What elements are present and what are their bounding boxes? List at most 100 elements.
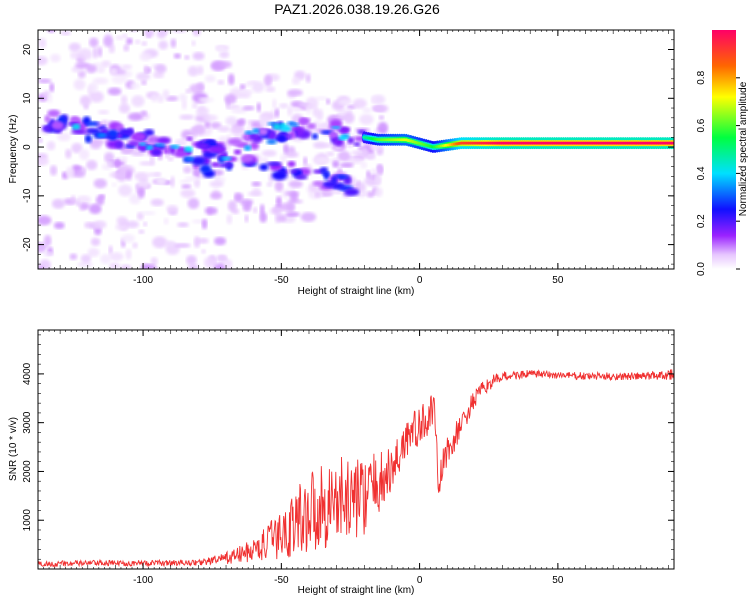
spectrogram-speckle [366, 170, 371, 179]
spectrogram-blob [127, 140, 141, 146]
spectrogram-speckle [139, 178, 148, 183]
spectrogram-speckle [204, 120, 211, 129]
spectrogram-speckle [115, 223, 129, 231]
spectrogram-hot-spot [154, 143, 166, 147]
spectrogram-speckle [266, 182, 273, 187]
snr-x-tick-label: 0 [417, 575, 423, 586]
colorbar-tick-label: 0.0 [696, 262, 707, 276]
spectrogram-speckle [314, 191, 321, 198]
spectrogram-y-tick-label: 0 [22, 144, 33, 150]
spectrogram-speckle [118, 184, 133, 197]
spectrogram-speckle [120, 148, 132, 155]
spectrogram-speckle [303, 156, 308, 166]
spectrogram-speckle [88, 37, 99, 48]
spectrogram-speckle [108, 245, 113, 255]
spectrogram-speckle [326, 151, 335, 157]
spectrogram-speckle [213, 263, 226, 269]
spectrogram-speckle [187, 263, 199, 269]
spectrogram-speckle [371, 95, 377, 104]
spectrogram-speckle [374, 187, 383, 198]
spectrogram-speckle [216, 45, 226, 53]
spectrogram-speckle [359, 114, 374, 125]
spectrogram-speckle [184, 55, 190, 60]
spectrogram-hot-spot [244, 130, 254, 135]
spectrogram-speckle [49, 165, 58, 176]
spectrogram-speckle [79, 95, 92, 107]
snr-frame [37, 329, 675, 570]
spectrogram-speckle [115, 157, 121, 168]
spectrogram-speckle [120, 95, 128, 106]
snr-axes: -100 -50 0 50 1000 2000 3000 4000 [22, 330, 675, 586]
spectrogram-speckle [87, 247, 100, 257]
spectrogram-speckle [274, 180, 284, 192]
spectrogram-speckle [337, 150, 351, 162]
spectrogram-speckle [120, 64, 133, 70]
spectrogram-speckle [244, 214, 249, 223]
spectrogram-blob [202, 151, 218, 158]
spectrogram-speckle [226, 214, 233, 225]
spectrogram-blob [259, 163, 269, 171]
spectrogram-speckle [143, 221, 148, 227]
spectrogram-speckle [298, 102, 308, 107]
spectrogram-speckle [65, 166, 75, 179]
spectrogram-speckle [288, 180, 303, 188]
spectrogram-speckle [111, 182, 117, 188]
spectrogram-speckle [141, 41, 148, 46]
colorbar-tick-label: 0.8 [696, 70, 707, 84]
spectrogram-speckle [65, 148, 72, 159]
spectrogram-speckle [187, 197, 200, 209]
figure-title: PAZ1.2026.038.19.26.G26 [274, 1, 440, 17]
spectrogram-speckle [356, 151, 368, 157]
spectrogram-speckle [163, 240, 176, 247]
spectrogram-speckle [247, 191, 263, 197]
spectrogram-speckle [287, 105, 293, 117]
spectrogram-speckle [141, 211, 156, 216]
spectrogram-speckle [90, 140, 102, 150]
spectrogram-speckle [346, 104, 356, 110]
spectrogram-speckle [204, 75, 216, 83]
spectrogram-blob [47, 109, 61, 118]
spectrogram-blob [266, 161, 282, 166]
spectrogram-speckle [69, 253, 78, 260]
spectrogram-speckle [374, 173, 382, 186]
spectrogram-speckle [139, 52, 152, 62]
spectrogram-speckle [251, 121, 260, 129]
spectrogram-speckle [73, 78, 86, 91]
spectrogram-blob [300, 117, 311, 125]
spectrogram-hot-spot [272, 123, 282, 130]
snr-ylabel: SNR (10 * v/v) [8, 417, 19, 481]
spectrogram-xlabel: Height of straight line (km) [298, 286, 415, 297]
spectrogram-image [38, 30, 674, 269]
spectrogram-speckle [259, 115, 271, 128]
spectrogram-speckle [77, 48, 93, 61]
spectrogram-speckle [263, 74, 273, 87]
colorbar-ticks: 0.0 0.2 0.4 0.6 0.8 [696, 70, 740, 276]
snr-panel: -100 -50 0 50 1000 2000 3000 4000 Height of str… [8, 329, 675, 596]
spectrogram-speckle [332, 160, 339, 168]
spectrogram-hot-spot [290, 122, 300, 127]
spectrogram-hot-spot [96, 133, 108, 138]
spectrogram-speckle [90, 81, 98, 93]
spectrogram-speckle [120, 264, 132, 269]
spectrogram-speckle [38, 157, 49, 166]
spectrogram-speckle [49, 82, 55, 93]
spectrogram-speckle [43, 234, 52, 247]
spectrogram-blob [321, 171, 330, 176]
spectrogram-speckle [106, 161, 114, 167]
spectrogram-hot-spot [252, 128, 260, 134]
spectrogram-hot-spot [338, 135, 348, 141]
spectrogram-speckle [97, 46, 103, 58]
spectrogram-speckle [47, 92, 53, 104]
spectrogram-speckle [115, 35, 125, 41]
spectrogram-speckle [230, 125, 245, 136]
spectrogram-speckle [203, 256, 217, 269]
spectrogram-speckle [157, 94, 164, 104]
spectrogram-blob [70, 115, 80, 123]
snr-plot-area [38, 330, 674, 569]
spectrogram-speckle [201, 218, 208, 230]
spectrogram-speckle [377, 122, 389, 134]
spectrogram-speckle [280, 153, 287, 163]
spectrogram-blob [134, 133, 146, 140]
